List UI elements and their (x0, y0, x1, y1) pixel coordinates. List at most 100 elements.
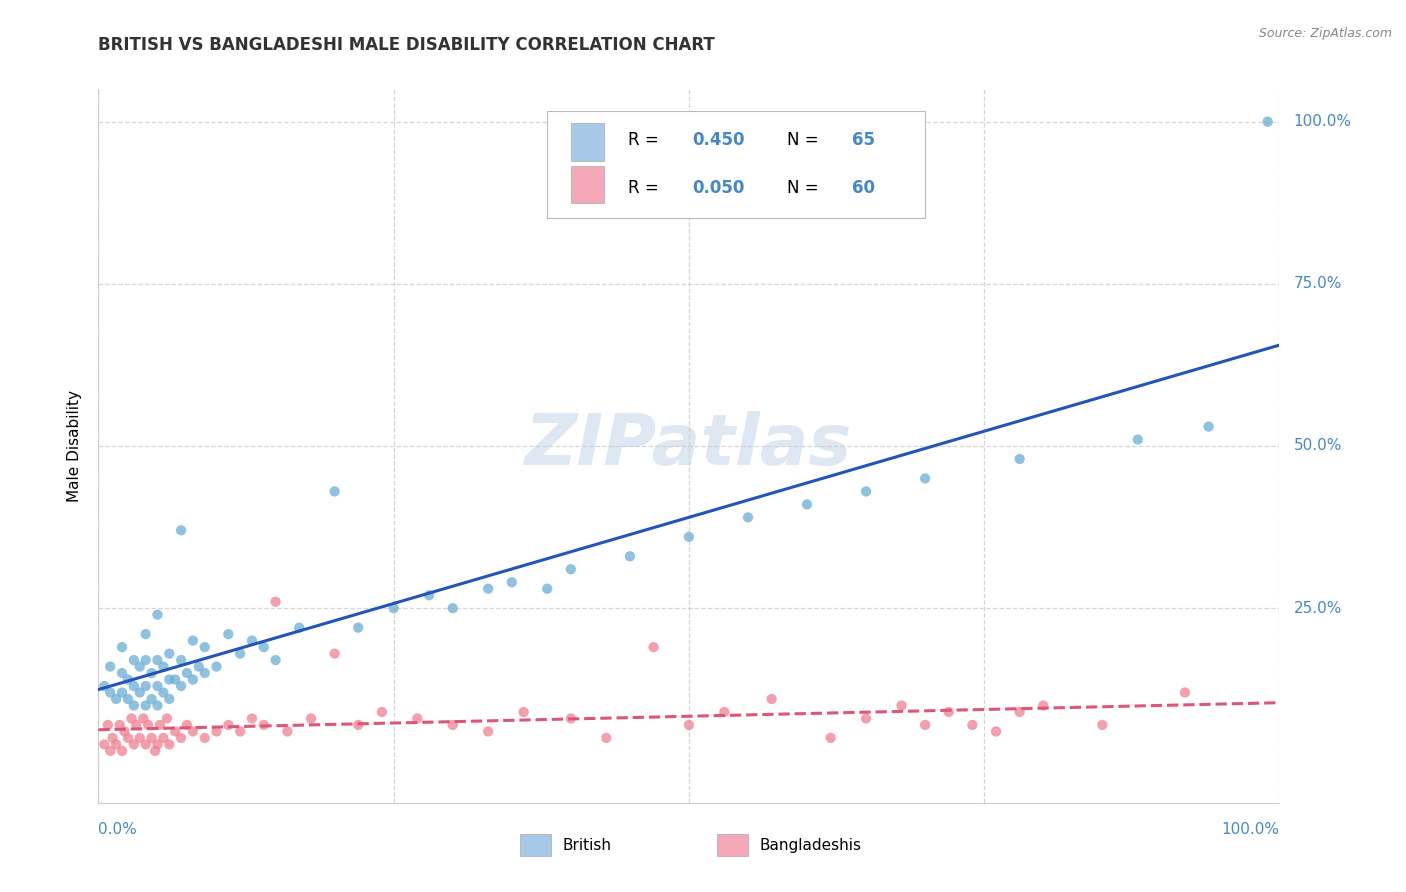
Point (135, 738, 157, 752)
Point (146, 607, 169, 622)
Text: ZIPatlas: ZIPatlas (526, 411, 852, 481)
Point (135, 698, 157, 713)
Text: 50.0%: 50.0% (1294, 439, 1341, 453)
Text: British: British (562, 838, 612, 853)
Point (240, 633, 263, 648)
Point (125, 718, 148, 732)
Point (105, 738, 128, 752)
Point (98, 685, 121, 699)
Point (170, 731, 193, 745)
FancyBboxPatch shape (547, 111, 925, 218)
Point (117, 673, 139, 687)
Point (1257, 114, 1279, 128)
Point (128, 731, 150, 745)
Point (165, 724, 187, 739)
Point (143, 744, 166, 758)
Point (93, 679, 115, 693)
Point (122, 698, 145, 713)
Point (796, 497, 818, 511)
Point (136, 718, 159, 732)
Point (855, 711, 877, 725)
Point (152, 659, 174, 673)
Point (135, 627, 157, 641)
Point (205, 724, 228, 739)
Point (141, 666, 163, 681)
Text: 75.0%: 75.0% (1294, 277, 1341, 292)
Point (217, 627, 239, 641)
Text: 100.0%: 100.0% (1222, 822, 1279, 837)
Point (1174, 685, 1197, 699)
Text: 25.0%: 25.0% (1294, 600, 1341, 615)
Point (152, 685, 174, 699)
Point (117, 692, 139, 706)
Point (1032, 698, 1054, 713)
Point (132, 711, 155, 725)
Point (276, 724, 298, 739)
Bar (571, 123, 605, 161)
Point (181, 673, 204, 687)
Point (914, 718, 936, 732)
Point (141, 731, 163, 745)
Text: R =: R = (627, 178, 664, 196)
Point (181, 724, 204, 739)
Text: 65: 65 (852, 130, 875, 148)
Point (111, 744, 134, 758)
Point (135, 653, 157, 667)
Point (323, 647, 346, 661)
Point (761, 692, 783, 706)
Point (98, 659, 121, 673)
Point (157, 673, 180, 687)
Point (135, 679, 157, 693)
Point (323, 484, 346, 499)
Point (253, 640, 276, 654)
Point (890, 698, 912, 713)
Point (855, 484, 877, 499)
Point (98, 744, 121, 758)
Point (240, 711, 263, 725)
Point (141, 692, 163, 706)
Point (146, 679, 169, 693)
Point (962, 718, 984, 732)
Point (288, 621, 311, 635)
Point (643, 640, 665, 654)
Text: 0.050: 0.050 (693, 178, 745, 196)
Point (194, 666, 217, 681)
Point (347, 621, 370, 635)
Point (1091, 718, 1114, 732)
Point (93, 738, 115, 752)
Text: 100.0%: 100.0% (1294, 114, 1351, 129)
Point (713, 705, 735, 719)
Point (149, 718, 172, 732)
Point (157, 738, 180, 752)
Point (181, 633, 204, 648)
Point (1008, 705, 1031, 719)
Point (194, 640, 217, 654)
Bar (571, 166, 605, 203)
Point (406, 711, 429, 725)
Text: N =: N = (787, 130, 824, 148)
Point (146, 738, 169, 752)
Point (157, 647, 180, 661)
Point (170, 524, 193, 538)
Point (97, 718, 120, 732)
Point (1126, 433, 1149, 447)
Point (264, 595, 287, 609)
Point (678, 718, 700, 732)
Text: BRITISH VS BANGLADESHI MALE DISABILITY CORRELATION CHART: BRITISH VS BANGLADESHI MALE DISABILITY C… (98, 36, 716, 54)
Point (176, 666, 198, 681)
Point (477, 724, 499, 739)
Text: 60: 60 (852, 178, 875, 196)
Point (347, 718, 370, 732)
Point (595, 731, 617, 745)
Point (152, 731, 174, 745)
Point (111, 666, 134, 681)
Point (441, 718, 464, 732)
Point (146, 698, 169, 713)
Point (217, 718, 239, 732)
Point (128, 659, 150, 673)
Point (820, 731, 842, 745)
Point (1008, 452, 1031, 467)
Point (187, 659, 209, 673)
Point (512, 705, 534, 719)
Point (122, 653, 145, 667)
